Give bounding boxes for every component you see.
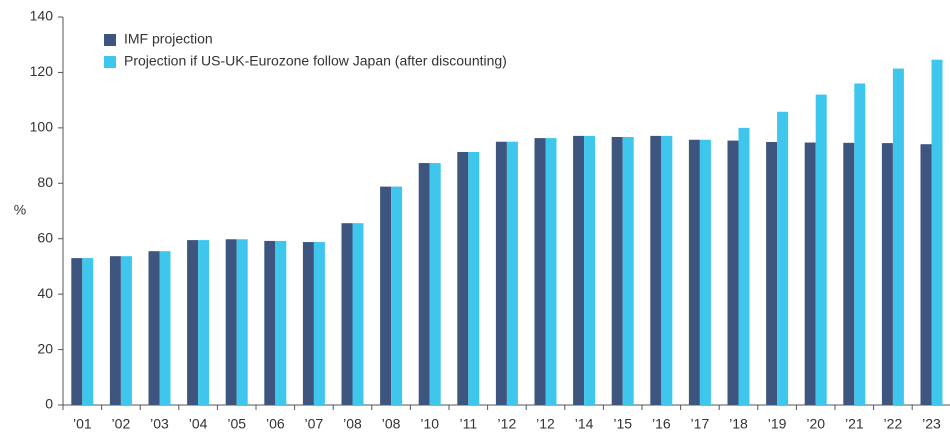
bar [506, 141, 518, 405]
bar [380, 186, 392, 405]
x-tick-label: ’19 [768, 416, 787, 432]
bar [352, 223, 364, 405]
bar [391, 186, 403, 405]
bar [843, 142, 855, 405]
bar [225, 239, 237, 405]
y-tick-label: 120 [30, 63, 54, 79]
bar [302, 242, 314, 405]
x-tick-label: ’01 [73, 416, 92, 432]
x-tick-label: ’14 [575, 416, 594, 432]
bar [159, 251, 171, 405]
x-tick-label: ’12 [536, 416, 555, 432]
legend-swatch [104, 56, 116, 68]
bar [120, 256, 132, 405]
legend-label: IMF projection [124, 31, 213, 47]
bar [650, 135, 662, 405]
bar [198, 240, 210, 405]
x-tick-label: ’20 [806, 416, 825, 432]
bar [931, 59, 943, 406]
bar [804, 142, 816, 405]
bar [777, 111, 789, 405]
x-tick-label: ’23 [922, 416, 941, 432]
bar [920, 144, 932, 406]
x-tick-label: ’22 [884, 416, 903, 432]
y-tick-label: 140 [30, 8, 54, 24]
bar [815, 94, 827, 405]
bar [584, 135, 596, 405]
bar [766, 141, 778, 405]
bar [457, 151, 469, 405]
bar [275, 240, 287, 405]
x-tick-label: ’05 [227, 416, 246, 432]
bar [611, 137, 623, 405]
bar [534, 138, 546, 405]
bar [148, 251, 160, 405]
bar [82, 258, 94, 405]
bar [495, 141, 507, 405]
x-tick-label: ’18 [729, 416, 748, 432]
x-tick-label: ’21 [845, 416, 864, 432]
bar [727, 140, 739, 405]
bar [109, 256, 121, 405]
x-tick-label: ’12 [498, 416, 517, 432]
y-tick-label: 80 [37, 174, 53, 190]
bar [429, 163, 441, 405]
y-tick-label: 100 [30, 119, 54, 135]
x-tick-label: ’17 [691, 416, 710, 432]
bar [622, 137, 634, 405]
bar [545, 138, 557, 405]
bar [264, 240, 276, 405]
bar [661, 135, 673, 405]
bar [854, 83, 866, 405]
y-tick-label: 0 [45, 396, 53, 412]
legend-swatch [104, 34, 116, 46]
y-tick-label: 60 [37, 229, 53, 245]
y-tick-label: 40 [37, 285, 53, 301]
y-axis-label: % [14, 202, 26, 218]
bar [892, 68, 904, 405]
x-tick-label: ’08 [382, 416, 401, 432]
x-tick-label: ’04 [189, 416, 208, 432]
x-tick-label: ’15 [613, 416, 632, 432]
x-tick-label: ’08 [343, 416, 362, 432]
bar [699, 139, 711, 405]
x-tick-label: ’06 [266, 416, 285, 432]
bar [341, 223, 353, 405]
bar [71, 258, 83, 405]
x-tick-label: ’02 [112, 416, 131, 432]
x-tick-label: ’16 [652, 416, 671, 432]
bar [418, 163, 430, 405]
bar [468, 151, 480, 405]
bar [313, 242, 325, 405]
bar [738, 127, 750, 405]
x-tick-label: ’03 [150, 416, 169, 432]
bar [236, 239, 248, 405]
legend-label: Projection if US-UK-Eurozone follow Japa… [124, 53, 507, 69]
x-tick-label: ’07 [305, 416, 324, 432]
x-tick-label: ’11 [459, 416, 477, 432]
x-tick-label: ’10 [420, 416, 439, 432]
bar [688, 139, 700, 405]
y-tick-label: 20 [37, 340, 53, 356]
bar [573, 135, 585, 405]
bar [187, 240, 199, 405]
bar [881, 143, 893, 405]
